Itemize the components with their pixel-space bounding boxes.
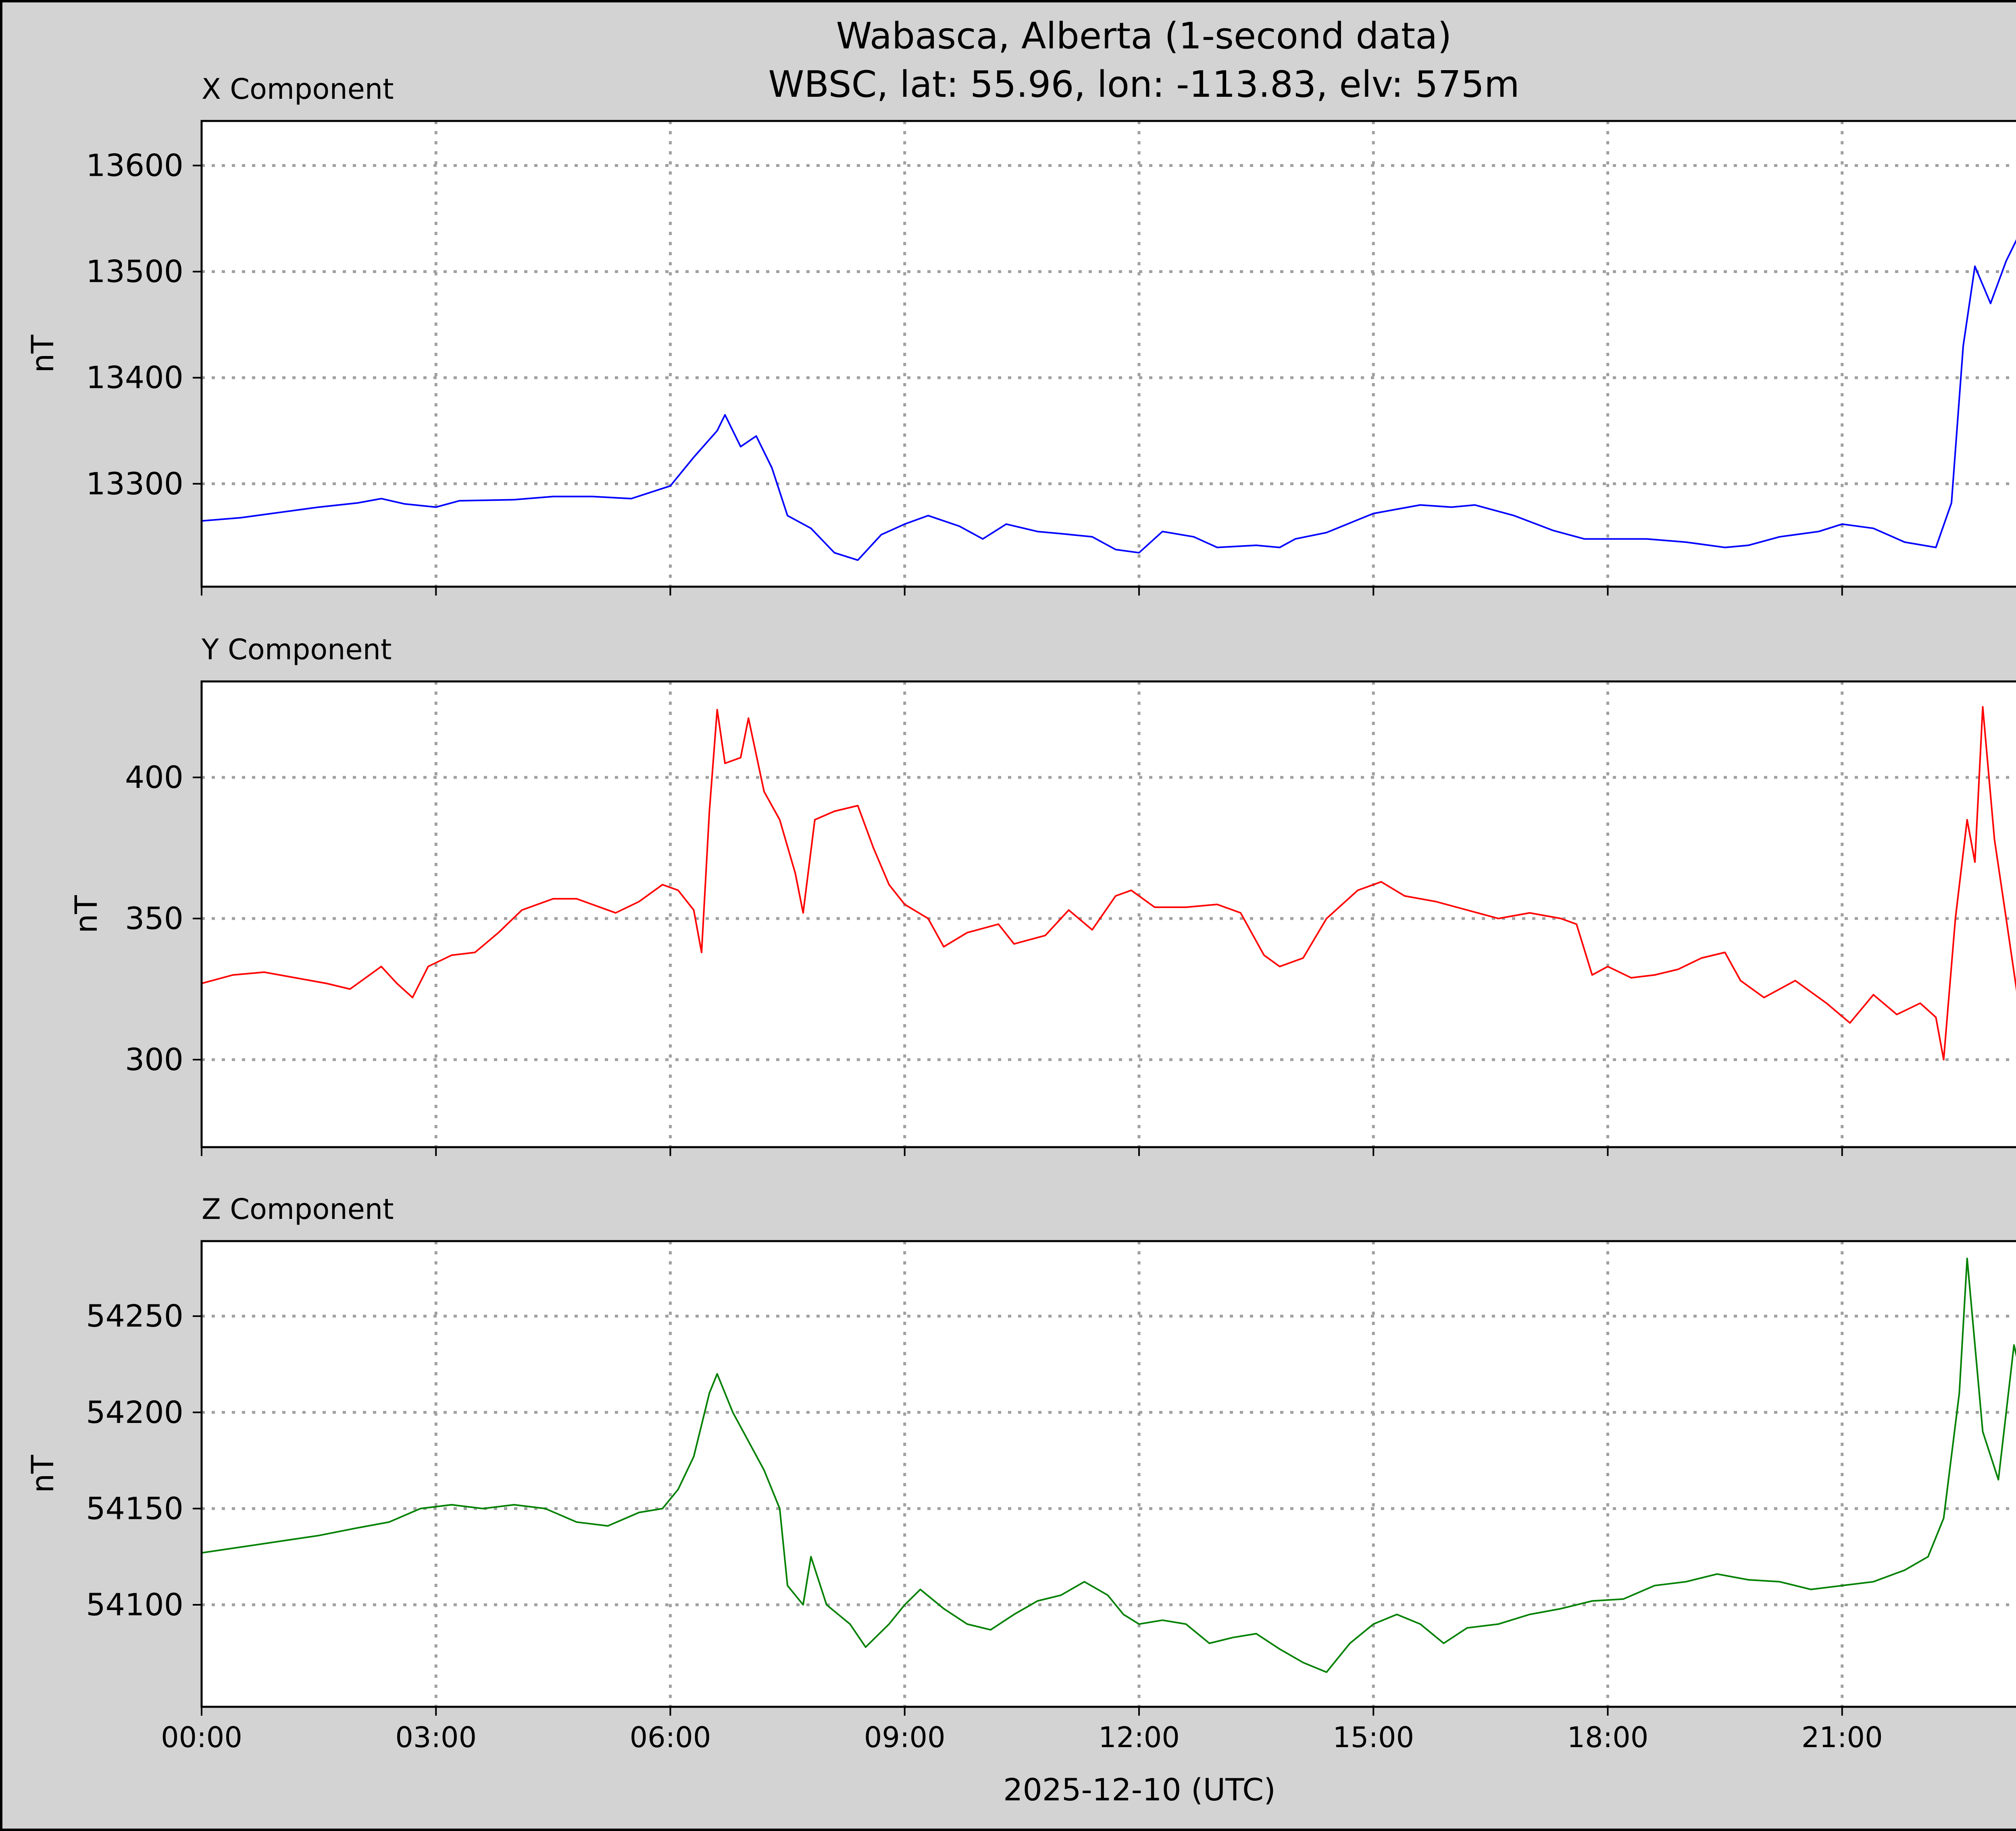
y-tick-label: 13300 — [86, 466, 183, 502]
y-axis-label: nT — [68, 895, 104, 933]
y-tick-label: 13400 — [86, 360, 183, 396]
y-axis-label: nT — [25, 1455, 60, 1493]
figure-title-line1: Wabasca, Alberta (1-second data) — [836, 15, 1452, 57]
y-tick-label: 13500 — [86, 254, 183, 290]
y-tick-label: 300 — [125, 1042, 183, 1077]
plot-area — [202, 1241, 2016, 1707]
x-tick-label: 03:00 — [395, 1721, 477, 1754]
chart-panel-2: 300 350 400 Y Component nT — [68, 633, 2016, 1156]
x-axis-label: 2025-12-10 (UTC) — [1003, 1772, 1276, 1808]
data-series-line — [201, 706, 2016, 1060]
chart-panel-3: 00:00 03:00 06:00 09:00 12:00 15:00 18:00 21:00… — [25, 1193, 2016, 1754]
x-tick-label: 06:00 — [630, 1721, 711, 1754]
x-tick-label: 00:00 — [161, 1721, 242, 1754]
y-axis-label: nT — [25, 335, 60, 373]
plot-area — [202, 681, 2016, 1147]
y-tick-label: 54200 — [86, 1394, 183, 1430]
y-tick-label: 54150 — [86, 1490, 183, 1526]
x-tick-label: 18:00 — [1567, 1721, 1649, 1754]
y-tick-label: 400 — [125, 759, 183, 795]
panel-title: Z Component — [202, 1193, 394, 1226]
x-tick-label: 21:00 — [1801, 1721, 1883, 1754]
x-tick-label: 09:00 — [864, 1721, 946, 1754]
y-tick-label: 13600 — [86, 148, 183, 183]
y-tick-label: 350 — [125, 900, 183, 936]
x-tick-label: 15:00 — [1333, 1721, 1414, 1754]
y-tick-label: 54250 — [86, 1298, 183, 1334]
x-tick-label: 12:00 — [1098, 1721, 1180, 1754]
panel-title: Y Component — [201, 633, 392, 666]
plot-area — [202, 121, 2016, 587]
figure-title-line2: WBSC, lat: 55.96, lon: -113.83, elv: 575… — [768, 63, 1519, 106]
data-series-line — [201, 1258, 2016, 1673]
data-series-line — [201, 239, 2016, 561]
chart-panel-1: 13300 13400 13500 13600 X Component nT — [25, 73, 2016, 596]
y-tick-label: 54100 — [86, 1587, 183, 1623]
panel-title: X Component — [202, 73, 394, 106]
